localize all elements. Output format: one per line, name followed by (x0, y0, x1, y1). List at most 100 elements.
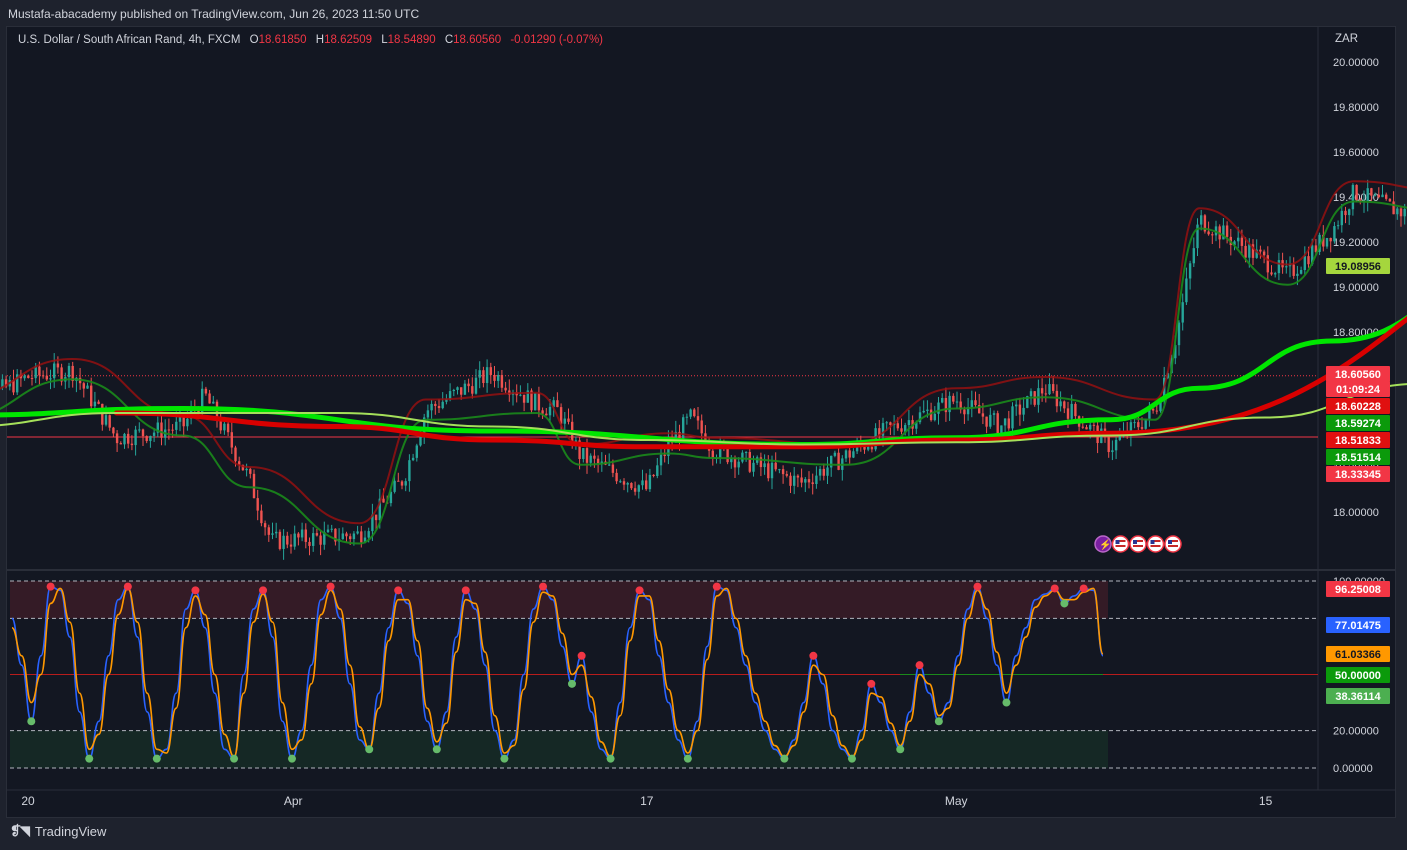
candle[interactable] (1333, 221, 1336, 244)
us-flag-icon[interactable] (1129, 535, 1147, 553)
candle[interactable] (563, 411, 566, 433)
candle[interactable] (1377, 187, 1380, 199)
candle[interactable] (1126, 422, 1129, 439)
candle[interactable] (663, 447, 666, 463)
candle[interactable] (1196, 218, 1199, 257)
candle[interactable] (12, 369, 15, 396)
candle[interactable] (1211, 231, 1214, 245)
candle[interactable] (693, 407, 696, 418)
candle[interactable] (1111, 440, 1114, 461)
candle[interactable] (556, 392, 559, 408)
candle[interactable] (112, 426, 115, 438)
candle[interactable] (282, 529, 285, 560)
candle[interactable] (471, 377, 474, 399)
candle[interactable] (689, 408, 692, 420)
candle[interactable] (16, 369, 19, 396)
candle[interactable] (818, 466, 822, 481)
candle[interactable] (115, 430, 119, 452)
candle[interactable] (1292, 257, 1295, 279)
candle[interactable] (463, 380, 467, 396)
candle[interactable] (304, 523, 307, 549)
candle[interactable] (1366, 179, 1369, 212)
candle[interactable] (127, 428, 130, 449)
candle[interactable] (485, 359, 489, 393)
candle[interactable] (278, 529, 282, 551)
candle[interactable] (308, 537, 311, 556)
candle[interactable] (826, 456, 829, 485)
candle[interactable] (1288, 256, 1292, 278)
candle[interactable] (1018, 397, 1022, 426)
candle[interactable] (534, 392, 537, 411)
candle[interactable] (289, 534, 293, 554)
candle[interactable] (226, 421, 230, 437)
candle[interactable] (212, 395, 215, 404)
candle[interactable] (974, 391, 977, 408)
candle[interactable] (456, 386, 459, 395)
candle[interactable] (119, 441, 122, 445)
candle[interactable] (245, 463, 248, 477)
candle[interactable] (907, 409, 911, 436)
candle[interactable] (430, 399, 433, 419)
candle[interactable] (482, 366, 485, 388)
candle[interactable] (807, 471, 811, 489)
candle[interactable] (992, 410, 996, 426)
candle[interactable] (822, 463, 825, 481)
candle[interactable] (474, 369, 478, 395)
candle[interactable] (641, 469, 644, 490)
candle[interactable] (167, 418, 171, 440)
candle[interactable] (71, 361, 74, 388)
candle[interactable] (1059, 391, 1062, 412)
candle[interactable] (1144, 418, 1147, 431)
candle[interactable] (123, 432, 126, 449)
candle[interactable] (989, 407, 992, 429)
candle[interactable] (537, 386, 541, 418)
candle[interactable] (271, 522, 274, 540)
candle[interactable] (263, 520, 267, 536)
candle[interactable] (789, 472, 792, 494)
candle[interactable] (238, 456, 241, 471)
candle[interactable] (1063, 400, 1066, 414)
candle[interactable] (1192, 237, 1195, 268)
candle[interactable] (630, 482, 633, 491)
candle[interactable] (1185, 267, 1188, 305)
candle[interactable] (478, 361, 481, 389)
candle[interactable] (1392, 191, 1395, 215)
candle[interactable] (1329, 237, 1332, 253)
candle[interactable] (319, 531, 322, 556)
candle[interactable] (996, 410, 999, 436)
candle[interactable] (970, 390, 973, 418)
candle[interactable] (93, 391, 97, 409)
candle[interactable] (804, 477, 807, 493)
candle[interactable] (293, 525, 296, 550)
candle[interactable] (582, 448, 585, 463)
candle[interactable] (1348, 208, 1351, 225)
candle[interactable] (1388, 198, 1392, 202)
candle[interactable] (500, 369, 504, 393)
candle[interactable] (130, 435, 134, 451)
candle[interactable] (1040, 378, 1044, 402)
candle[interactable] (796, 474, 800, 488)
candle[interactable] (300, 522, 304, 542)
candle[interactable] (1029, 388, 1033, 405)
lightning-icon[interactable] (1094, 535, 1112, 553)
candle[interactable] (793, 467, 796, 495)
candle[interactable] (841, 455, 844, 481)
candle[interactable] (966, 397, 970, 421)
candle[interactable] (404, 478, 407, 492)
candle[interactable] (844, 449, 848, 463)
candle[interactable] (830, 455, 833, 477)
candle[interactable] (633, 481, 637, 496)
candle[interactable] (334, 528, 337, 546)
candle[interactable] (1270, 265, 1273, 276)
candle[interactable] (1177, 320, 1181, 356)
candle[interactable] (963, 406, 966, 424)
candle[interactable] (815, 466, 818, 489)
candle[interactable] (256, 489, 259, 521)
candle[interactable] (941, 393, 944, 404)
candle[interactable] (1052, 375, 1055, 394)
candle[interactable] (1351, 183, 1355, 216)
candle[interactable] (156, 416, 159, 438)
candle[interactable] (252, 469, 256, 499)
candle[interactable] (1114, 437, 1118, 460)
